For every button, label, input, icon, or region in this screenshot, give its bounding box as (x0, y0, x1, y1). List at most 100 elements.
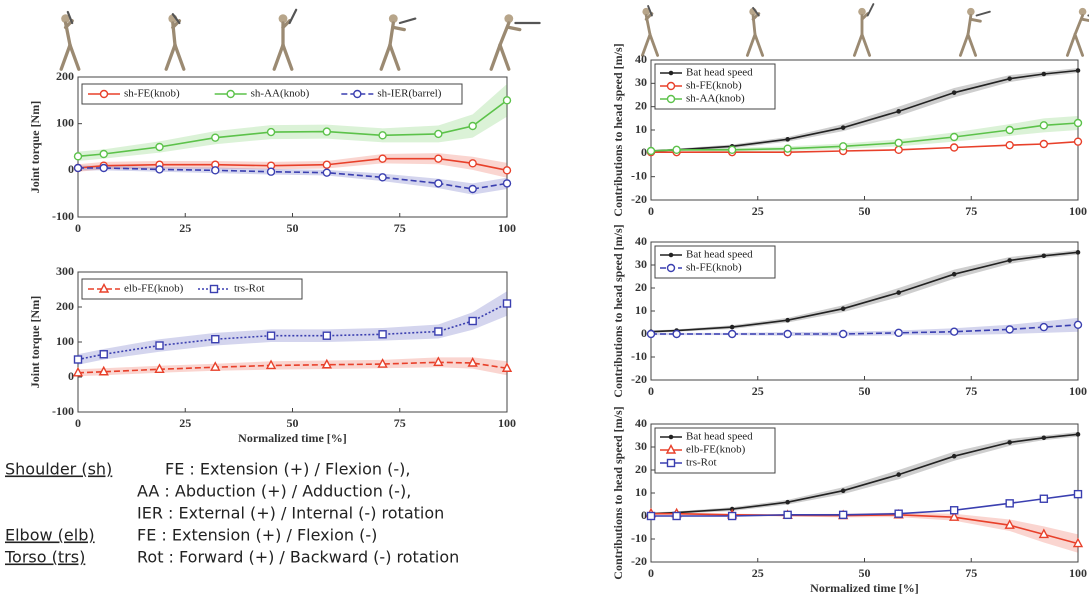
note-line: FE : Extension (+) / Flexion (-) (137, 526, 377, 545)
x-tick-label: 0 (75, 221, 81, 235)
icon-head (278, 14, 288, 23)
marker (785, 499, 790, 505)
marker (951, 453, 957, 459)
marker (1007, 76, 1012, 81)
marker (468, 121, 477, 131)
marker (72, 366, 84, 377)
marker (468, 316, 477, 326)
icon-bat (171, 13, 181, 25)
marker (155, 341, 164, 350)
marker (729, 324, 735, 330)
marker (949, 511, 960, 521)
icon-leg (164, 43, 177, 71)
icon-head (642, 7, 650, 16)
marker (211, 166, 220, 175)
x-axis-label: Normalized time [%] (810, 581, 919, 595)
marker (1039, 121, 1049, 130)
y-tick-label: -20 (631, 192, 647, 206)
marker (1073, 137, 1083, 146)
y-axis-label: Contributions to head speed [m/s] (611, 406, 625, 579)
x-tick-label: 50 (859, 204, 871, 218)
icon-arm (1081, 17, 1089, 23)
x-tick-label: 25 (179, 221, 191, 235)
icon-leg (852, 33, 864, 57)
x-axis-label: Normalized time [%] (238, 431, 347, 445)
x-tick-label: 25 (752, 384, 764, 398)
icon-leg (281, 43, 294, 71)
icon-leg (640, 33, 652, 57)
y-tick-label: 30 (635, 75, 647, 89)
icon-leg (272, 43, 285, 71)
x-tick-label: 75 (965, 384, 977, 398)
marker (378, 131, 387, 140)
marker (666, 94, 676, 104)
icon-leg (489, 43, 502, 71)
x-tick-label: 100 (1069, 204, 1087, 218)
marker (838, 510, 848, 520)
marker (99, 163, 108, 173)
icon-leg (753, 33, 765, 57)
marker (73, 152, 83, 161)
y-tick-label: 200 (56, 69, 74, 83)
x-tick-label: 25 (752, 204, 764, 218)
series-line (77, 302, 508, 361)
series-line (651, 324, 1079, 335)
marker (1038, 528, 1050, 539)
icon-head (61, 14, 70, 23)
icon-head (388, 14, 398, 23)
x-tick-label: 50 (287, 416, 299, 430)
marker (783, 510, 792, 520)
mannequin-icon (59, 10, 81, 71)
legend-label: elb-FE(knob) (124, 283, 184, 295)
error-band (78, 165, 507, 195)
marker (646, 329, 656, 339)
series-line (77, 157, 508, 172)
marker (783, 144, 792, 153)
marker (668, 434, 674, 440)
y-tick-label: 20 (635, 98, 647, 112)
mannequin-icon (852, 3, 875, 57)
icon-leg (958, 33, 970, 57)
icon-arm (969, 17, 982, 23)
legend-label: elb-FE(knob) (686, 444, 746, 456)
marker (666, 263, 676, 273)
x-tick-label: 0 (75, 416, 81, 430)
marker (468, 159, 477, 168)
marker (894, 509, 903, 518)
note-line: FE : Extension (+) / Flexion (-), (165, 460, 410, 479)
marker (321, 358, 332, 369)
marker (785, 317, 790, 323)
y-tick-label: 0 (68, 369, 74, 383)
marker (501, 362, 513, 372)
marker (1005, 499, 1014, 508)
y-tick-label: 10 (635, 485, 647, 499)
marker (1007, 258, 1012, 263)
marker (378, 330, 387, 339)
series-line (650, 69, 1079, 152)
error-band (78, 357, 507, 377)
icon-leg (1065, 33, 1077, 57)
y-tick-label: 40 (635, 416, 647, 430)
series-line (650, 251, 1079, 333)
x-tick-label: 0 (648, 566, 654, 580)
marker (896, 109, 901, 114)
icon-arm (281, 19, 292, 30)
marker (1041, 253, 1047, 259)
marker (1073, 320, 1083, 329)
marker (99, 89, 109, 99)
marker (322, 168, 332, 177)
x-tick-label: 0 (648, 384, 654, 398)
marker (951, 271, 957, 277)
marker (1005, 140, 1014, 150)
marker (322, 127, 332, 136)
marker (1039, 139, 1049, 149)
y-tick-label: -10 (631, 168, 647, 182)
x-tick-label: 25 (752, 566, 764, 580)
marker (896, 290, 901, 295)
marker (949, 143, 959, 152)
mannequin-icon (640, 5, 660, 57)
y-tick-label: 10 (635, 122, 647, 136)
marker (99, 350, 108, 359)
marker (211, 335, 220, 344)
